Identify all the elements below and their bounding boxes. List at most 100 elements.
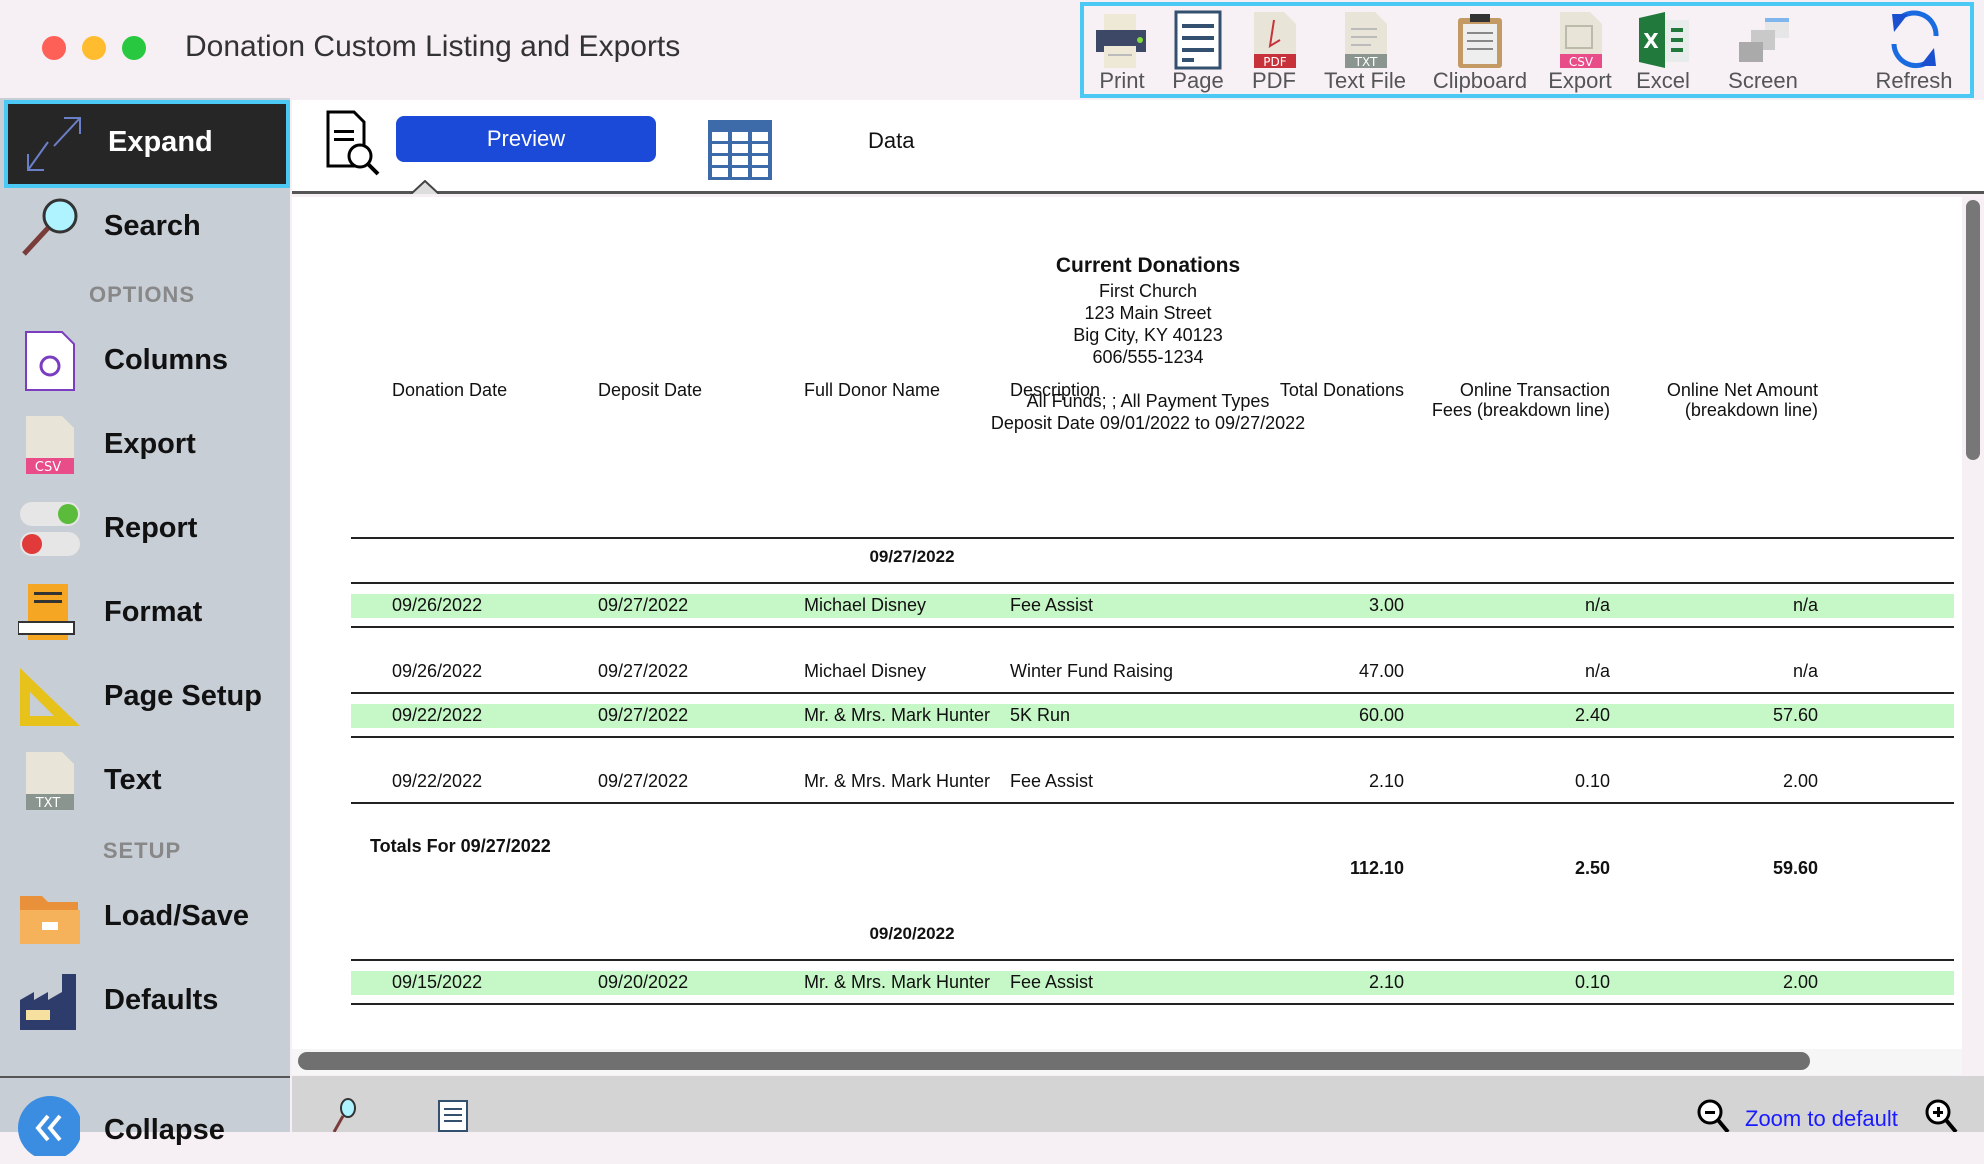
- sidebar-item-search[interactable]: Search: [0, 186, 290, 266]
- table-cell: 09/22/2022: [392, 771, 483, 791]
- horizontal-scrollbar[interactable]: [298, 1052, 1810, 1070]
- table-cell: 09/27/2022: [598, 705, 689, 725]
- table-cell: Winter Fund Raising: [1010, 661, 1174, 681]
- options-section-header: OPTIONS: [88, 282, 195, 307]
- refresh-button[interactable]: Refresh: [1858, 6, 1970, 94]
- excel-button[interactable]: X Excel: [1618, 6, 1708, 94]
- table-cell: 0.10: [1574, 972, 1610, 992]
- table-cell: 57.60: [1772, 705, 1818, 725]
- svg-text:TXT: TXT: [35, 796, 61, 811]
- sidebar-item-export[interactable]: CSV Export: [0, 404, 290, 484]
- column-header: Donation Date: [392, 380, 508, 400]
- refresh-icon: [1891, 10, 1939, 69]
- column-header: Description: [1010, 380, 1101, 400]
- table-cell: 0.10: [1574, 771, 1610, 791]
- window-title: Donation Custom Listing and Exports: [185, 30, 681, 63]
- sidebar-item-columns[interactable]: Columns: [0, 320, 290, 400]
- txt-file-icon: TXT: [1345, 12, 1387, 69]
- totals-label: Totals For 09/27/2022: [370, 836, 551, 856]
- page-icon: [1174, 10, 1222, 70]
- magnifier-icon: [22, 198, 78, 256]
- sidebar-item-load-save[interactable]: Load/Save: [0, 876, 290, 956]
- table-cell: 2.00: [1782, 771, 1818, 791]
- csv-export-button[interactable]: CSV Export: [1542, 6, 1618, 94]
- sidebar-item-report[interactable]: Report: [0, 488, 290, 568]
- sidebar-collapse-button[interactable]: Collapse: [0, 1084, 290, 1164]
- report-city: Big City, KY 40123: [1073, 325, 1223, 345]
- document-search-icon: [326, 110, 380, 176]
- divider: [351, 736, 1954, 738]
- column-header: Total Donations: [1279, 380, 1404, 400]
- svg-text:PDF: PDF: [1263, 55, 1286, 69]
- report-phone: 606/555-1234: [1092, 347, 1204, 367]
- divider: [351, 1003, 1954, 1005]
- table-cell: 60.00: [1358, 705, 1404, 725]
- column-header: Fees (breakdown line): [1431, 400, 1610, 420]
- zoom-out-icon[interactable]: [1696, 1098, 1730, 1132]
- report-org: First Church: [1098, 281, 1198, 301]
- svg-text:TXT: TXT: [1354, 55, 1378, 69]
- svg-text:X: X: [1643, 29, 1659, 53]
- table-cell: 47.00: [1358, 661, 1404, 681]
- table-cell: Mr. & Mrs. Mark Hunter: [804, 771, 991, 791]
- find-icon[interactable]: [328, 1098, 358, 1132]
- divider: [351, 959, 1954, 961]
- table-cell: n/a: [1792, 595, 1818, 615]
- sidebar-divider: [0, 1076, 290, 1078]
- svg-text:CSV: CSV: [35, 460, 61, 475]
- column-header: Online Net Amount: [1666, 380, 1818, 400]
- pdf-button[interactable]: PDF PDF: [1236, 6, 1312, 94]
- zoom-to-default-link[interactable]: Zoom to default: [1745, 1106, 1898, 1131]
- sidebar: Search OPTIONS Columns CSV Export Report…: [0, 98, 290, 1156]
- printer-icon: [1096, 14, 1146, 68]
- table-cell: 09/27/2022: [598, 771, 689, 791]
- column-header: Online Transaction: [1459, 380, 1610, 400]
- clipboard-button[interactable]: Clipboard: [1418, 6, 1542, 94]
- txt-file-icon: TXT: [26, 752, 74, 811]
- table-cell: n/a: [1584, 661, 1610, 681]
- table-cell: Fee Assist: [1010, 972, 1094, 992]
- table-cell: 09/26/2022: [392, 661, 483, 681]
- page-button[interactable]: Page: [1160, 6, 1236, 94]
- svg-text:CSV: CSV: [1569, 55, 1594, 69]
- vertical-scrollbar[interactable]: [1966, 200, 1980, 460]
- minimize-window-button[interactable]: [82, 36, 106, 60]
- sidebar-expand-button[interactable]: Expand: [4, 100, 290, 188]
- sidebar-item-text[interactable]: TXT Text: [0, 740, 290, 820]
- export-toolbar: Print Page PDF PDF TXT Text File Clipboa…: [1080, 2, 1974, 98]
- table-cell: 2.10: [1368, 771, 1404, 791]
- divider: [351, 582, 1954, 584]
- expand-arrows-icon: [27, 117, 81, 171]
- row-highlight: [351, 704, 1954, 728]
- tab-data[interactable]: Data: [868, 128, 915, 153]
- report-title: Current Donations: [1055, 254, 1241, 277]
- table-cell: 5K Run: [1010, 705, 1071, 725]
- format-ruler-icon: [18, 584, 75, 640]
- print-button[interactable]: Print: [1084, 6, 1160, 94]
- total-value: 2.50: [1574, 858, 1610, 878]
- close-window-button[interactable]: [42, 36, 66, 60]
- set-square-icon: [20, 668, 80, 726]
- total-value: 112.10: [1349, 858, 1404, 878]
- sidebar-item-defaults[interactable]: Defaults: [0, 960, 290, 1040]
- divider: [351, 692, 1954, 694]
- zoom-window-button[interactable]: [122, 36, 146, 60]
- sidebar-item-page-setup[interactable]: Page Setup: [0, 656, 290, 736]
- table-cell: Michael Disney: [804, 595, 927, 615]
- data-grid-icon[interactable]: [708, 120, 772, 180]
- divider: [351, 626, 1954, 628]
- table-cell: Fee Assist: [1010, 771, 1094, 791]
- page-icon[interactable]: [438, 1100, 468, 1132]
- table-cell: 09/27/2022: [598, 595, 689, 615]
- report-date-range: Deposit Date 09/01/2022 to 09/27/2022: [990, 413, 1306, 433]
- screen-button[interactable]: Screen: [1708, 6, 1818, 94]
- tab-preview[interactable]: Preview: [396, 116, 656, 162]
- zoom-in-icon[interactable]: [1924, 1098, 1958, 1132]
- clipboard-icon: [1458, 14, 1502, 68]
- divider: [351, 537, 1954, 539]
- table-cell: 09/27/2022: [598, 661, 689, 681]
- total-value: 59.60: [1772, 858, 1818, 878]
- text-file-button[interactable]: TXT Text File: [1312, 6, 1418, 94]
- sidebar-item-format[interactable]: Format: [0, 572, 290, 652]
- pdf-icon: PDF: [1254, 12, 1296, 69]
